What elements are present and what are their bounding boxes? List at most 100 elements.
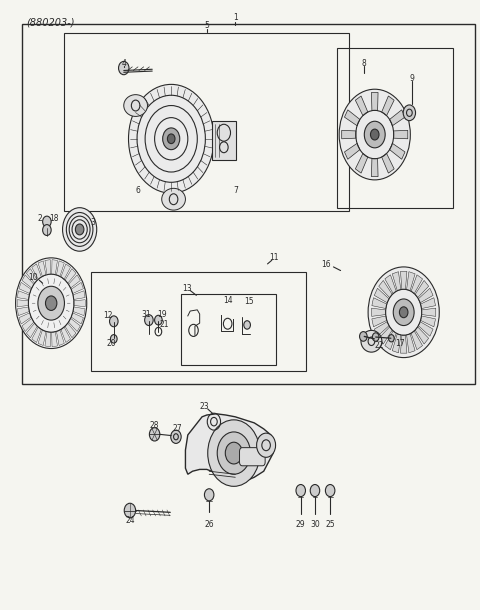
- Polygon shape: [45, 260, 50, 274]
- Circle shape: [109, 316, 118, 327]
- Text: 9: 9: [410, 74, 415, 83]
- Polygon shape: [418, 321, 433, 336]
- Text: 8: 8: [362, 59, 367, 68]
- Circle shape: [119, 62, 129, 74]
- Polygon shape: [69, 318, 80, 331]
- Text: 11: 11: [269, 253, 279, 262]
- Polygon shape: [17, 300, 28, 307]
- Polygon shape: [17, 291, 29, 300]
- Polygon shape: [19, 313, 31, 324]
- Polygon shape: [372, 93, 378, 110]
- Circle shape: [388, 335, 394, 342]
- Circle shape: [171, 430, 181, 443]
- Polygon shape: [355, 154, 368, 173]
- Text: 2: 2: [38, 214, 43, 223]
- Circle shape: [43, 224, 51, 235]
- Polygon shape: [52, 332, 58, 346]
- Bar: [180, 294, 276, 365]
- Bar: [91, 272, 306, 371]
- Polygon shape: [372, 159, 378, 177]
- Polygon shape: [71, 282, 84, 293]
- Polygon shape: [421, 308, 436, 317]
- Text: 27: 27: [172, 424, 182, 433]
- Circle shape: [257, 433, 276, 458]
- Circle shape: [46, 296, 57, 310]
- Polygon shape: [394, 131, 408, 138]
- Polygon shape: [345, 110, 360, 126]
- Circle shape: [124, 503, 136, 518]
- Polygon shape: [74, 300, 85, 307]
- Text: 26: 26: [204, 520, 214, 529]
- Polygon shape: [418, 289, 433, 303]
- Polygon shape: [19, 282, 31, 293]
- Polygon shape: [38, 330, 46, 345]
- Circle shape: [75, 224, 84, 235]
- Polygon shape: [22, 275, 34, 288]
- Polygon shape: [374, 321, 389, 336]
- Text: 31: 31: [141, 310, 151, 319]
- Text: 29: 29: [296, 520, 306, 529]
- Text: 24: 24: [125, 516, 135, 525]
- Polygon shape: [69, 275, 80, 288]
- Polygon shape: [22, 318, 34, 331]
- Polygon shape: [411, 331, 422, 350]
- Polygon shape: [26, 268, 37, 283]
- Text: 7: 7: [234, 185, 239, 195]
- Polygon shape: [345, 143, 360, 159]
- Circle shape: [149, 428, 160, 441]
- Circle shape: [225, 442, 242, 464]
- Circle shape: [62, 207, 96, 251]
- Text: 25: 25: [325, 520, 335, 529]
- Circle shape: [244, 321, 251, 329]
- Polygon shape: [420, 316, 435, 327]
- Circle shape: [38, 286, 64, 320]
- Circle shape: [372, 333, 379, 341]
- Polygon shape: [32, 327, 41, 342]
- Polygon shape: [372, 298, 387, 309]
- Ellipse shape: [361, 331, 382, 352]
- Polygon shape: [407, 271, 415, 291]
- Polygon shape: [342, 131, 356, 138]
- Polygon shape: [52, 260, 58, 274]
- Polygon shape: [379, 281, 392, 298]
- Text: 10: 10: [28, 273, 37, 282]
- Circle shape: [129, 84, 214, 193]
- Text: 30: 30: [310, 520, 320, 529]
- Circle shape: [360, 332, 367, 341]
- Polygon shape: [17, 307, 29, 315]
- Polygon shape: [420, 298, 435, 309]
- Circle shape: [15, 258, 87, 348]
- Polygon shape: [392, 271, 401, 291]
- Circle shape: [110, 335, 117, 343]
- Polygon shape: [374, 289, 389, 303]
- Text: (880203-): (880203-): [26, 18, 75, 28]
- Text: 13: 13: [182, 284, 192, 293]
- Bar: [212, 121, 236, 160]
- Text: 4: 4: [121, 59, 126, 68]
- Polygon shape: [372, 308, 386, 317]
- Circle shape: [217, 432, 251, 474]
- Polygon shape: [73, 307, 85, 315]
- Bar: [337, 48, 454, 208]
- Polygon shape: [38, 261, 46, 276]
- Text: 28: 28: [150, 422, 159, 431]
- Polygon shape: [32, 264, 41, 279]
- Polygon shape: [372, 316, 387, 327]
- Polygon shape: [382, 154, 394, 173]
- Circle shape: [371, 129, 379, 140]
- Polygon shape: [355, 96, 368, 116]
- Text: 12: 12: [103, 310, 113, 320]
- Polygon shape: [390, 110, 405, 126]
- Polygon shape: [61, 264, 71, 279]
- Text: 18: 18: [49, 214, 58, 223]
- Ellipse shape: [124, 95, 147, 117]
- Text: 1: 1: [233, 13, 238, 23]
- Polygon shape: [392, 334, 401, 353]
- Text: 21: 21: [159, 320, 169, 329]
- Circle shape: [310, 484, 320, 497]
- Polygon shape: [73, 291, 85, 300]
- Polygon shape: [65, 268, 76, 283]
- Text: 6: 6: [135, 185, 141, 195]
- Polygon shape: [379, 327, 392, 344]
- Text: 3: 3: [90, 218, 95, 228]
